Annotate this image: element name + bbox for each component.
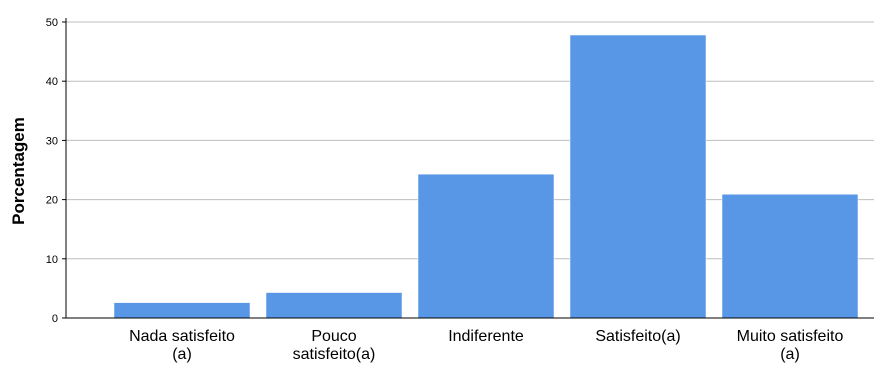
x-tick-label: Muito satisfeito (a)	[737, 328, 844, 363]
y-tick-label: 30	[46, 135, 58, 147]
x-tick-label-line: Muito satisfeito	[737, 328, 844, 345]
y-tick-label: 40	[46, 76, 58, 88]
x-tick-label-line: satisfeito(a)	[293, 346, 376, 363]
y-tick-label: 20	[46, 195, 58, 207]
x-tick-label-line: Pouco	[311, 328, 356, 345]
x-tick-label: Satisfeito(a)	[595, 328, 680, 345]
y-tick-label: 50	[46, 17, 58, 29]
bars	[113, 34, 859, 319]
bar	[417, 173, 555, 319]
bar	[265, 292, 403, 319]
bar	[113, 302, 251, 319]
y-axis: 0 10 20 30 40 50	[46, 17, 67, 325]
bar	[721, 194, 859, 319]
x-tick-label-line: Nada satisfeito	[129, 328, 235, 345]
x-tick-label: Indiferente	[448, 328, 524, 345]
x-axis: Nada satisfeito (a)Pouco satisfeito(a)Indi…	[66, 317, 874, 363]
x-tick-label: Pouco satisfeito(a)	[293, 328, 376, 363]
y-tick-label: 0	[52, 313, 58, 325]
bar	[569, 34, 707, 319]
x-tick-label-line: Indiferente	[448, 328, 524, 345]
x-tick-label: Nada satisfeito (a)	[129, 328, 235, 363]
y-tick-label: 10	[46, 254, 58, 266]
x-tick-label-line: Satisfeito(a)	[595, 328, 680, 345]
x-tick-label-line: (a)	[172, 346, 192, 363]
y-axis-label: Porcentagem	[9, 117, 28, 225]
x-tick-label-line: (a)	[780, 346, 800, 363]
